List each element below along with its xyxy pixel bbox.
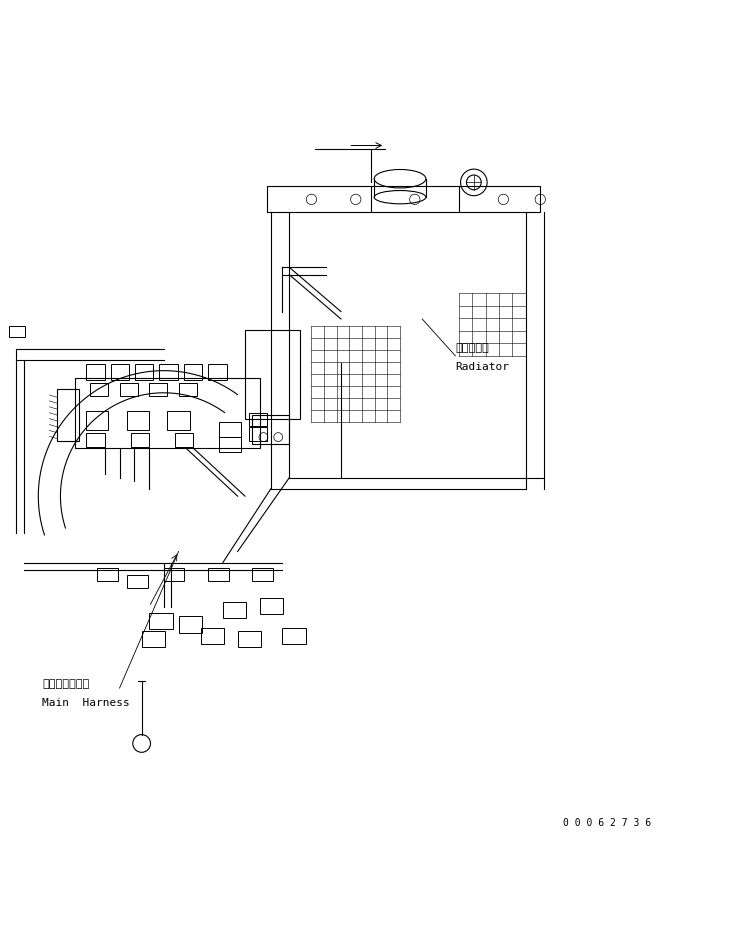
Bar [253,415,289,445]
Bar [219,422,242,437]
Bar [159,364,178,380]
Bar [253,568,273,581]
Bar [184,364,202,380]
Bar [245,330,300,419]
Text: Radiator: Radiator [456,362,509,372]
Text: ラジエータ: ラジエータ [456,343,489,354]
Bar [175,433,193,447]
Bar [97,568,118,581]
Bar [130,433,149,447]
Bar [167,411,190,429]
Bar [260,598,283,614]
Bar [9,326,25,337]
Bar [127,575,147,589]
Bar [149,383,167,396]
Bar [90,383,108,396]
Bar [238,631,262,647]
Bar [164,568,185,581]
Bar [86,411,108,429]
Text: Main  Harness: Main Harness [42,698,130,708]
Bar [149,612,173,629]
Bar [179,383,197,396]
Bar [127,411,149,429]
Bar [208,364,227,380]
Text: 0 0 0 6 2 7 3 6: 0 0 0 6 2 7 3 6 [562,818,651,829]
Bar [119,383,138,396]
Bar [201,628,225,644]
Bar [75,378,260,448]
Bar [249,412,268,426]
Bar [208,568,229,581]
Bar [86,364,104,380]
Text: メインハーネス: メインハーネス [42,680,89,689]
Bar [282,628,305,644]
Bar [57,389,79,441]
Bar [135,364,153,380]
Bar [219,437,242,452]
Bar [142,631,165,647]
Bar [268,186,540,212]
Bar [223,602,247,618]
Bar [249,428,268,441]
Bar [86,433,104,447]
Bar [179,616,202,632]
Bar [110,364,129,380]
